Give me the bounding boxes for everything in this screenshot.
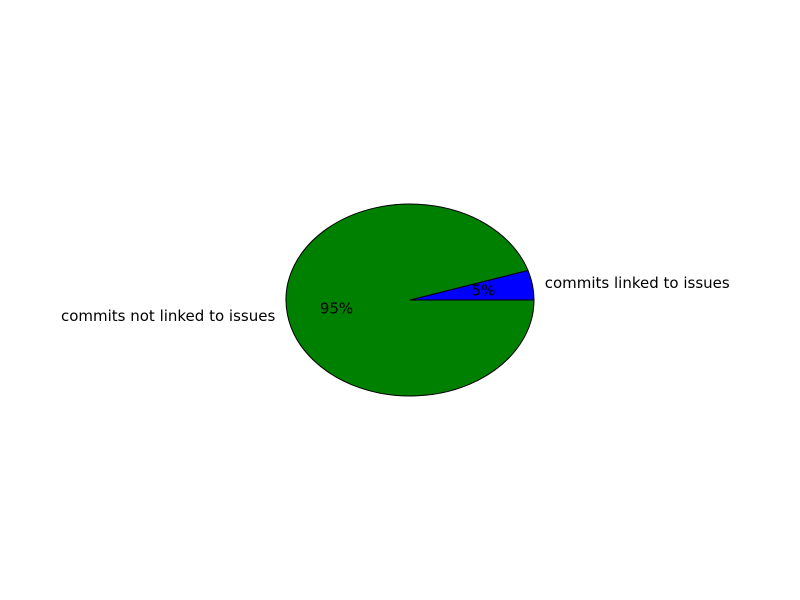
pie-labels: commits linked to issues 5% commits not li…: [61, 274, 730, 325]
pie-slice-1: [285, 203, 535, 397]
slice-label-0: commits linked to issues: [545, 274, 730, 292]
pie-slices: [285, 203, 535, 397]
slice-percent-1: 95%: [320, 300, 353, 318]
slice-label-1: commits not linked to issues: [61, 307, 275, 325]
slice-percent-0: 5%: [472, 281, 496, 299]
